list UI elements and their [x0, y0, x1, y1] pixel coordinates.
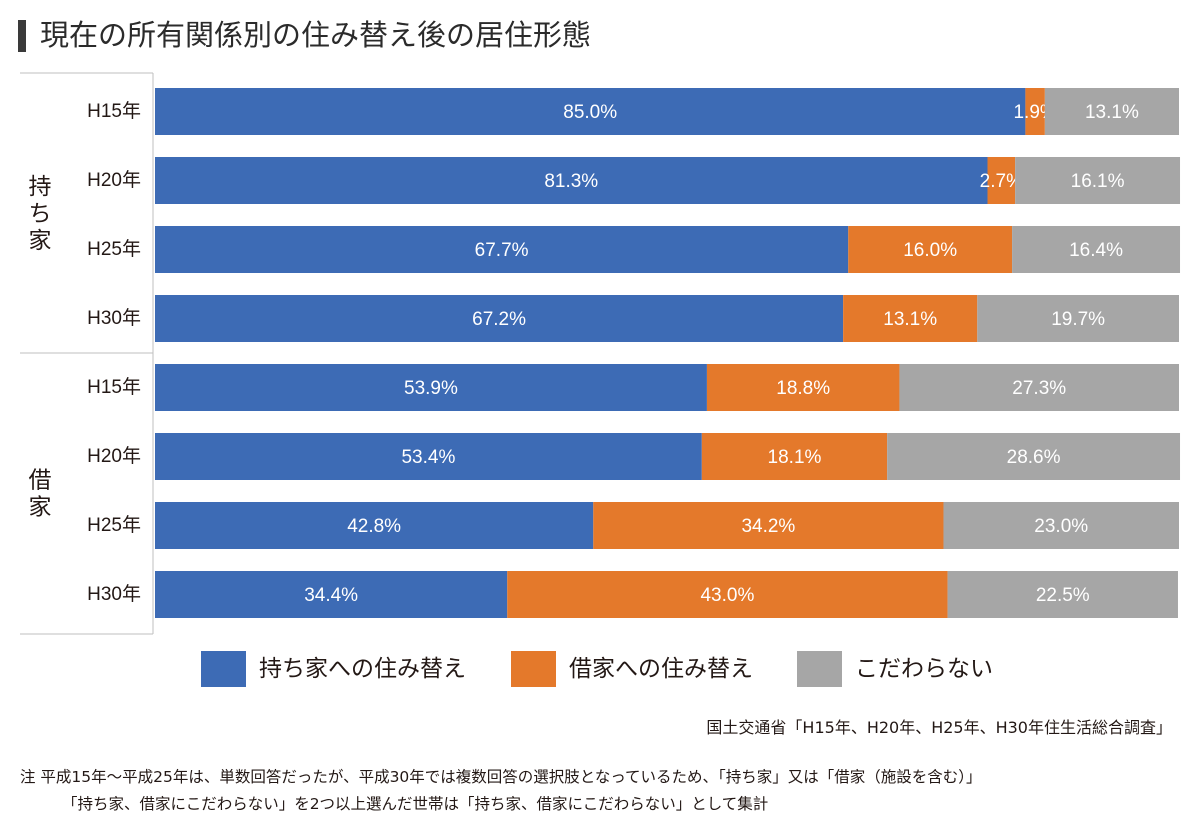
- group-label-char: ち: [29, 200, 52, 226]
- title-marker: [18, 20, 26, 52]
- category-label: H30年: [87, 307, 141, 329]
- bar-segment: [155, 226, 849, 273]
- data-label: 85.0%: [563, 102, 617, 123]
- data-label: 16.1%: [1071, 171, 1125, 192]
- group-label-char: 借: [29, 467, 52, 493]
- data-label: 53.9%: [404, 378, 458, 399]
- bar-segment: [706, 364, 900, 411]
- data-label: 22.5%: [1036, 585, 1090, 606]
- category-label: H15年: [87, 376, 141, 398]
- bar-segment: [155, 157, 988, 204]
- data-label: 16.4%: [1069, 240, 1123, 261]
- bar-segment: [899, 364, 1179, 411]
- data-label: 28.6%: [1007, 447, 1061, 468]
- data-label: 42.8%: [347, 516, 401, 537]
- bar-segment: [1012, 226, 1181, 273]
- data-label: 16.0%: [903, 240, 957, 261]
- legend-label-either: こだわらない: [855, 656, 993, 682]
- data-label: 23.0%: [1034, 516, 1088, 537]
- category-label: H25年: [87, 514, 141, 536]
- footnote: 注 平成15年～平成25年は、単数回答だったが、平成30年では複数回答の選択肢と…: [20, 764, 982, 818]
- bar-segment: [155, 433, 702, 480]
- data-label: 27.3%: [1012, 378, 1066, 399]
- bar-segment: [593, 502, 944, 549]
- bar-segment: [848, 226, 1013, 273]
- chart-title: 現在の所有関係別の住み替え後の居住形態: [40, 18, 592, 52]
- bar-segment: [155, 364, 707, 411]
- category-label: H30年: [87, 583, 141, 605]
- group-label-char: 持: [29, 173, 52, 199]
- legend-label-owner: 持ち家への住み替え: [259, 656, 466, 682]
- data-label: 53.4%: [401, 447, 455, 468]
- data-label: 13.1%: [1085, 102, 1139, 123]
- data-label: 34.4%: [304, 585, 358, 606]
- data-label: 18.1%: [768, 447, 822, 468]
- bar-segment: [987, 157, 1016, 204]
- bar-segment: [943, 502, 1179, 549]
- data-label: 67.2%: [472, 309, 526, 330]
- footnote-line-1: 注 平成15年～平成25年は、単数回答だったが、平成30年では複数回答の選択肢と…: [20, 768, 982, 786]
- bar-segment: [507, 571, 948, 618]
- source-citation: 国土交通省「H15年、H20年、H25年、H30年住生活総合調査」: [706, 718, 1172, 737]
- bar-segment: [155, 502, 594, 549]
- bar-segment: [155, 88, 1026, 135]
- category-label: H20年: [87, 169, 141, 191]
- bar-segment: [155, 571, 508, 618]
- category-label: H20年: [87, 445, 141, 467]
- footnote-line-2: 「持ち家、借家にこだわらない」を2つ以上選んだ世帯は「持ち家、借家にこだわらない…: [62, 795, 769, 813]
- data-label: 18.8%: [776, 378, 830, 399]
- bar-segment: [155, 295, 844, 342]
- group-label-char: 家: [29, 227, 52, 253]
- bar-segment: [1025, 88, 1045, 135]
- data-label: 2.7%: [980, 171, 1023, 192]
- bar-segment: [1044, 88, 1179, 135]
- data-label: 67.7%: [475, 240, 529, 261]
- data-label: 81.3%: [544, 171, 598, 192]
- bar-segment: [1015, 157, 1181, 204]
- bar-segment: [977, 295, 1179, 342]
- data-label: 34.2%: [741, 516, 795, 537]
- category-label: H15年: [87, 100, 141, 122]
- data-label: 19.7%: [1051, 309, 1105, 330]
- bar-segment: [947, 571, 1178, 618]
- data-label: 13.1%: [883, 309, 937, 330]
- group-label-char: 家: [29, 494, 52, 520]
- legend-label-rental: 借家への住み替え: [569, 656, 753, 682]
- bar-segment: [843, 295, 978, 342]
- category-label: H25年: [87, 238, 141, 260]
- legend-swatch-rental: [511, 651, 556, 687]
- legend-swatch-either: [797, 651, 842, 687]
- bar-segment: [887, 433, 1181, 480]
- legend-swatch-owner: [201, 651, 246, 687]
- bar-segment: [701, 433, 888, 480]
- data-label: 43.0%: [700, 585, 754, 606]
